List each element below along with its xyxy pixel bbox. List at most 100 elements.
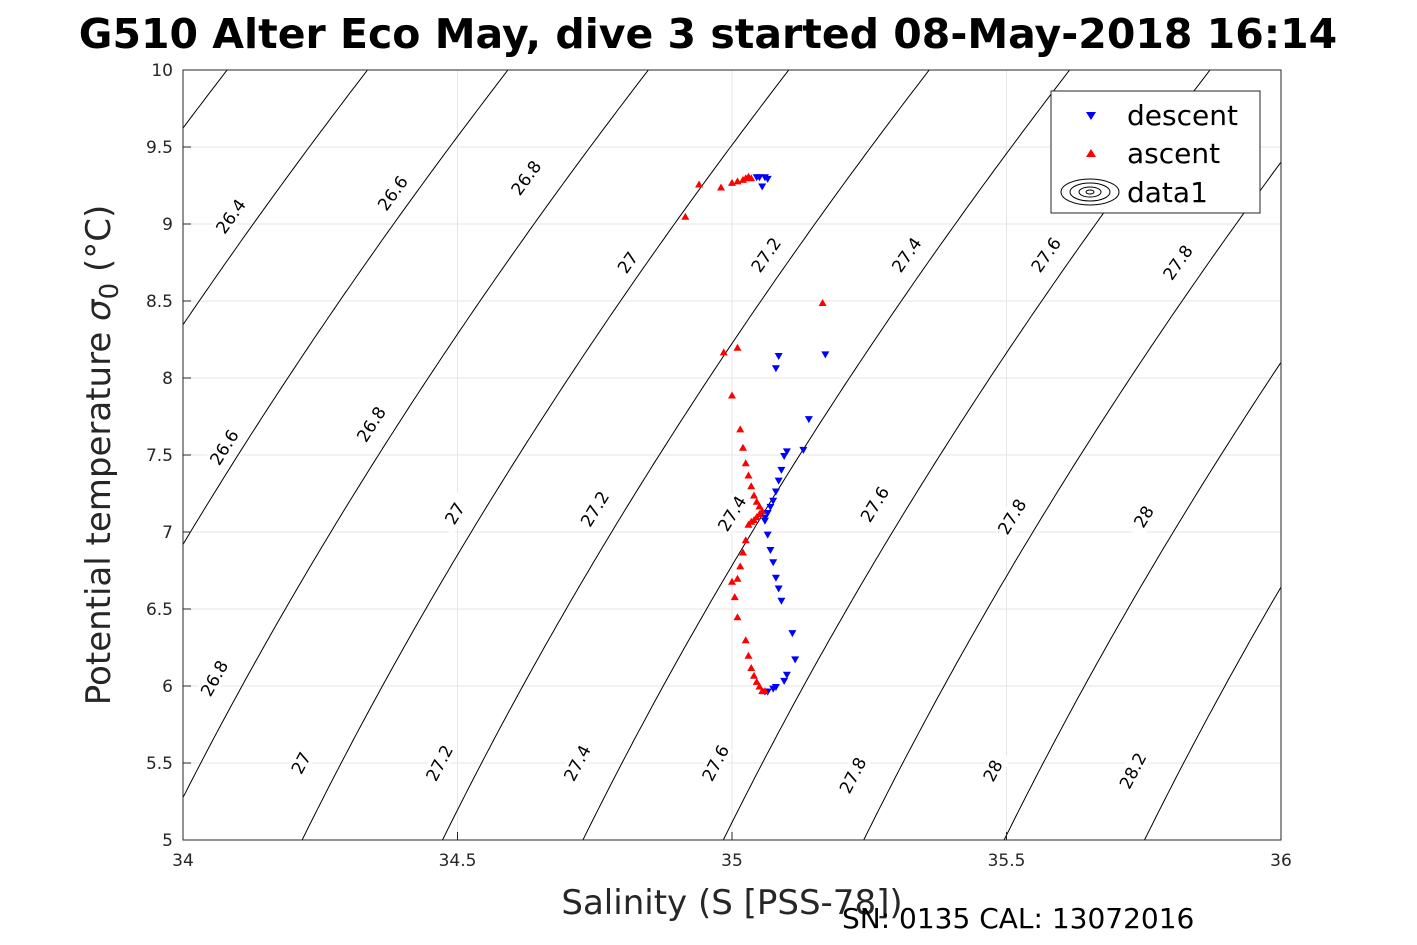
axis-ticks: 34 34.5 35 35.5 36 5 5.5 6 6.5 7 7.5 8 8.5 9 9.5 10 [146, 61, 1292, 871]
ascent-point [733, 574, 742, 582]
ascent-point [747, 664, 756, 672]
contour-label-background [746, 233, 786, 277]
y-tick-label: 7.5 [146, 446, 173, 466]
legend-descent-marker [1086, 112, 1096, 120]
legend: descent ascent data1 [1050, 90, 1261, 214]
ascent-point [736, 562, 745, 570]
y-tick-label: 10 [151, 61, 173, 81]
descent-point [799, 446, 808, 454]
legend-ascent-marker [1086, 149, 1096, 157]
contour-label-background [559, 741, 595, 785]
contour-label-background [283, 741, 319, 785]
descent-point [771, 488, 780, 496]
ascent-point [728, 391, 736, 399]
ascent-point [738, 548, 747, 556]
descent-point [769, 497, 778, 505]
contour-label-background [887, 233, 926, 277]
ascent-point [733, 343, 742, 351]
descent-point [760, 517, 769, 525]
ascent-point [755, 502, 764, 510]
ascent-point [747, 482, 756, 490]
contour-label-background [835, 753, 871, 797]
y-axis-label-main: Potential temperature [79, 321, 119, 705]
ascent-point [760, 687, 769, 695]
legend-ascent-label: ascent [1127, 137, 1220, 170]
descent-point [758, 183, 767, 191]
isopycnal-line [582, 70, 1071, 840]
y-tick-label: 9.5 [146, 138, 173, 158]
ascent-point [728, 577, 736, 585]
y-tick-label: 5 [162, 831, 173, 851]
ascent-point [681, 212, 690, 220]
descent-point [755, 174, 764, 182]
contour-label-background [506, 156, 546, 200]
y-tick-label: 6.5 [146, 600, 173, 620]
contour-label-background [205, 425, 243, 469]
descent-point [788, 630, 797, 638]
ascent-point [741, 459, 750, 467]
y-tick-label: 8.5 [146, 292, 173, 312]
data-points [681, 172, 830, 696]
ascent-point [752, 497, 761, 505]
descent-point [804, 416, 813, 424]
isopycnal-line [183, 70, 369, 326]
ascent-point [818, 299, 827, 307]
isopycnal-line [183, 70, 650, 799]
descent-point [771, 365, 780, 373]
descent-point [766, 546, 775, 554]
descent-point [780, 453, 789, 461]
contour-label-background [421, 741, 458, 785]
contour-label-background [713, 492, 751, 535]
isopycnal-line [301, 70, 790, 840]
y-axis-label-unit: (°C) [79, 205, 119, 283]
ascent-point [719, 348, 728, 356]
ascent-point [749, 671, 758, 679]
y-tick-label: 8 [162, 369, 173, 389]
y-tick-label: 7 [162, 523, 173, 543]
descent-point [769, 685, 778, 693]
descent-point [763, 510, 772, 518]
descent-point [777, 466, 786, 474]
ascent-point [744, 651, 753, 659]
y-axis-label-subscript: 0 [95, 283, 125, 300]
ascent-point [752, 677, 761, 685]
contour-label-background [856, 482, 894, 526]
contour-label-background [975, 749, 1011, 793]
contour-label-background [1026, 233, 1066, 277]
contour-label-background [352, 402, 391, 446]
descent-point [791, 656, 800, 664]
descent-point [782, 671, 791, 679]
descent-point [769, 559, 778, 567]
isopycnal-line [1143, 586, 1281, 840]
isopycnal-line [1003, 361, 1281, 840]
ascent-point [738, 443, 747, 451]
isopycnal-line [441, 70, 930, 840]
isopycnal-line [1410, 39, 1417, 871]
ascent-point [741, 536, 750, 544]
isopycnal-line [183, 70, 509, 546]
x-tick-label: 36 [1270, 851, 1292, 871]
x-tick-label: 35 [721, 851, 743, 871]
contour-label-background [436, 492, 474, 535]
ascent-point [749, 491, 758, 499]
isopycnal-line [863, 161, 1281, 840]
descent-point [782, 448, 791, 456]
contour-label-background [211, 195, 251, 238]
legend-descent-label: descent [1127, 99, 1238, 132]
contour-label-background [196, 656, 233, 700]
y-axis-label: Potential temperature σ0 (°C) [79, 205, 125, 705]
descent-point [774, 585, 783, 593]
contour-label-background [1125, 495, 1163, 539]
y-tick-label: 5.5 [146, 754, 173, 774]
y-tick-label: 9 [162, 215, 173, 235]
contour-label-background [1158, 241, 1197, 284]
ascent-point [744, 520, 753, 528]
ascent-point [755, 682, 764, 690]
x-tick-label: 35.5 [988, 851, 1026, 871]
descent-point [774, 352, 783, 360]
x-tick-label: 34 [172, 851, 194, 871]
isopycnal-line [1270, 39, 1417, 871]
descent-point [780, 677, 789, 685]
footer-serial-calibration: SN: 0135 CAL: 13072016 [842, 902, 1194, 935]
contour-label-background [993, 495, 1031, 539]
